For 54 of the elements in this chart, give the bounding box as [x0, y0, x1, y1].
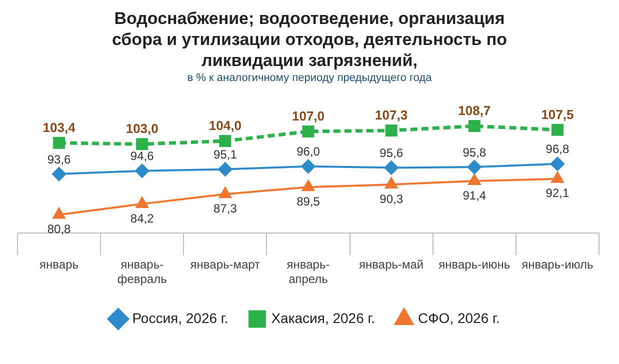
data-label: 96,0: [296, 144, 320, 159]
data-label: 107,5: [541, 106, 574, 122]
point: [136, 196, 148, 208]
point: [136, 138, 148, 150]
legend-label: СФО, 2026 г.: [418, 310, 500, 326]
point: [218, 187, 232, 198]
point: [52, 208, 66, 219]
x-tick-label: январь-май: [359, 258, 424, 272]
x-tick-label: январь-июль: [522, 258, 594, 272]
point: [385, 124, 398, 136]
data-label: 96,8: [546, 142, 570, 156]
data-label: 93,6: [47, 152, 72, 166]
point: [302, 180, 314, 192]
data-label: 94,6: [130, 149, 154, 164]
x-tick-label: январь-февраль: [117, 258, 167, 286]
point: [53, 136, 66, 149]
data-label: 92,1: [546, 186, 570, 200]
x-tick-label: январь-июнь: [438, 258, 510, 272]
x-tick-label: январь-апрель: [286, 258, 330, 286]
point: [302, 125, 314, 138]
point: [551, 172, 564, 183]
point: [219, 134, 232, 147]
data-label: 89,5: [296, 194, 320, 208]
point: [550, 156, 564, 171]
data-label: 95,1: [214, 148, 238, 162]
point: [551, 124, 564, 136]
point: [468, 174, 481, 186]
data-label: 108,7: [458, 103, 491, 118]
point: [52, 167, 66, 182]
chart-title: Водоснабжение; водоотведение, организация сбора и утилизации отходов, деятельность по ликвидации загрязнений,: [110, 8, 508, 71]
point: [467, 160, 482, 174]
x-tick-label: январь-март: [190, 258, 261, 272]
data-label: 95,6: [380, 146, 404, 160]
point: [218, 162, 232, 176]
data-label: 80,8: [47, 222, 72, 236]
data-label: 84,2: [130, 211, 154, 226]
legend-label: Россия, 2026 г.: [132, 310, 228, 326]
legend-label: Хакасия, 2026 г.: [271, 310, 376, 326]
data-label: 107,0: [292, 108, 325, 124]
point: [468, 120, 480, 132]
data-label: 95,8: [462, 145, 486, 160]
point: [385, 178, 398, 189]
data-label: 103,0: [126, 121, 158, 136]
data-label: 107,3: [375, 108, 408, 123]
point: [301, 159, 316, 174]
point: [135, 164, 150, 178]
data-label: 103,4: [42, 120, 76, 135]
chart-subtitle: в % к аналогичному периоду предыдущего года: [186, 72, 433, 84]
data-label: 91,4: [462, 188, 486, 202]
x-tick-label: январь: [40, 258, 79, 272]
data-label: 87,3: [214, 201, 238, 216]
point: [384, 160, 398, 175]
data-label: 104,0: [208, 118, 242, 134]
data-label: 90,3: [380, 192, 404, 206]
